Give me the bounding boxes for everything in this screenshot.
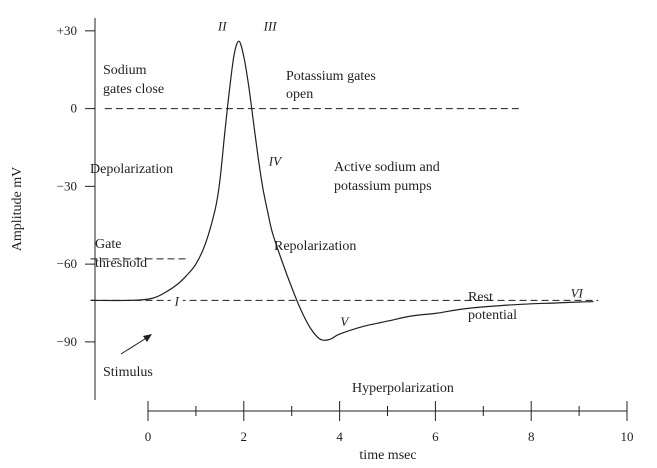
x-tick-label: 6 [432, 429, 439, 444]
annotation-active-pumps: Active sodium and potassium pumps [334, 160, 443, 194]
phase-label-vi: VI [571, 286, 584, 301]
annotation-repolarization: Repolarization [274, 239, 356, 254]
phase-label-bg [170, 292, 183, 309]
annotation-hyperpolarization: Hyperpolarization [352, 381, 454, 396]
annotation-sodium-gates: Sodium gates close [103, 63, 164, 97]
x-tick-label: 2 [241, 429, 248, 444]
x-axis-title: time msec [359, 448, 416, 463]
phase-label-i: I [174, 293, 180, 308]
annotation-gate-threshold: Gate threshold [95, 237, 147, 271]
x-tick-label: 10 [621, 429, 634, 444]
annotation-rest-potential: Rest potential [468, 290, 517, 323]
phase-label-ii: II [217, 19, 227, 34]
annotation-depolarization: Depolarization [90, 162, 173, 177]
y-ticks: +30 0 −30 −60 −90 [57, 23, 95, 349]
y-tick-label: −90 [57, 334, 77, 349]
annotation-stimulus: Stimulus [103, 365, 153, 380]
action-potential-line [90, 40, 594, 341]
y-tick-label: −30 [57, 178, 77, 193]
annotation-potassium-gates: Potassium gates open [286, 69, 379, 102]
phase-label-v: V [340, 314, 350, 329]
x-tick-label: 0 [145, 429, 152, 444]
y-tick-label: 0 [71, 101, 78, 116]
y-axis-title: Amplitude mV [10, 167, 25, 251]
stimulus-arrow [120, 334, 152, 355]
x-ticks: 0 2 4 6 8 10 [145, 401, 634, 444]
x-tick-label: 8 [528, 429, 535, 444]
y-tick-label: +30 [57, 23, 77, 38]
phase-label-iv: IV [268, 153, 283, 168]
phase-label-iii: III [263, 19, 278, 34]
reference-lines [90, 108, 599, 301]
x-tick-label: 4 [336, 429, 343, 444]
y-tick-label: −60 [57, 256, 77, 271]
